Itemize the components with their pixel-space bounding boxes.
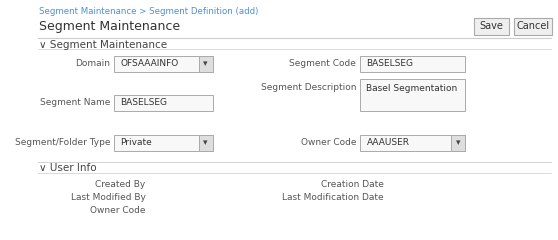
Text: Owner Code: Owner Code bbox=[90, 206, 146, 215]
Text: Save: Save bbox=[480, 21, 504, 31]
Text: ∨ Segment Maintenance: ∨ Segment Maintenance bbox=[39, 40, 167, 50]
Text: *: * bbox=[357, 59, 364, 68]
Text: Basel Segmentation: Basel Segmentation bbox=[367, 84, 458, 93]
Text: BASELSEG: BASELSEG bbox=[121, 98, 167, 108]
Text: ▾: ▾ bbox=[204, 59, 208, 68]
FancyBboxPatch shape bbox=[199, 135, 213, 151]
Text: ▾: ▾ bbox=[456, 138, 460, 147]
Text: Owner Code: Owner Code bbox=[301, 138, 356, 147]
FancyBboxPatch shape bbox=[114, 135, 213, 151]
Text: Domain: Domain bbox=[75, 59, 110, 68]
FancyBboxPatch shape bbox=[114, 56, 213, 72]
Text: *: * bbox=[112, 98, 119, 107]
FancyBboxPatch shape bbox=[474, 18, 509, 35]
FancyBboxPatch shape bbox=[514, 18, 552, 35]
Text: *: * bbox=[112, 59, 119, 68]
Text: Segment Name: Segment Name bbox=[40, 98, 110, 107]
Text: Last Modification Date: Last Modification Date bbox=[282, 193, 384, 202]
Text: Segment Code: Segment Code bbox=[289, 59, 356, 68]
FancyBboxPatch shape bbox=[114, 95, 213, 111]
Text: BASELSEG: BASELSEG bbox=[367, 59, 413, 68]
Text: Last Modified By: Last Modified By bbox=[71, 193, 146, 202]
Text: OFSAAAINFO: OFSAAAINFO bbox=[121, 59, 179, 68]
Text: Private: Private bbox=[121, 138, 152, 147]
Text: AAAUSER: AAAUSER bbox=[367, 138, 410, 147]
Text: Segment Description: Segment Description bbox=[261, 84, 356, 92]
Text: Created By: Created By bbox=[95, 180, 146, 189]
FancyBboxPatch shape bbox=[360, 135, 465, 151]
Text: Cancel: Cancel bbox=[517, 21, 550, 31]
Text: Segment Maintenance > Segment Definition (add): Segment Maintenance > Segment Definition… bbox=[39, 7, 258, 16]
Text: Segment/Folder Type: Segment/Folder Type bbox=[15, 138, 110, 147]
Text: Creation Date: Creation Date bbox=[321, 180, 384, 189]
Text: Segment Maintenance: Segment Maintenance bbox=[39, 20, 180, 33]
FancyBboxPatch shape bbox=[451, 135, 465, 151]
FancyBboxPatch shape bbox=[360, 79, 465, 111]
FancyBboxPatch shape bbox=[360, 56, 465, 72]
Text: ▾: ▾ bbox=[204, 138, 208, 147]
Text: ∨ User Info: ∨ User Info bbox=[39, 163, 97, 173]
FancyBboxPatch shape bbox=[199, 56, 213, 72]
